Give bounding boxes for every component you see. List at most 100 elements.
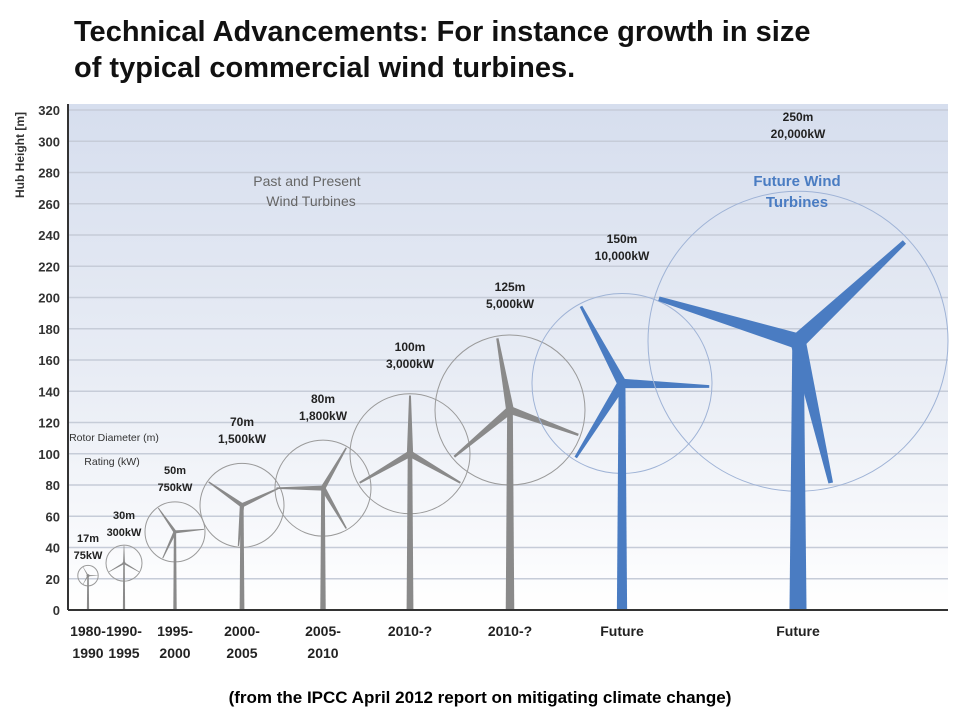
blade — [157, 507, 177, 533]
y-tick-label: 240 — [38, 228, 60, 243]
hub — [406, 450, 414, 457]
blade — [174, 528, 205, 534]
rating-label: 750kW — [158, 482, 193, 494]
period-label: Future — [600, 623, 644, 639]
source-caption: (from the IPCC April 2012 report on miti… — [228, 688, 732, 707]
rating-label: 10,000kW — [595, 249, 650, 263]
tower — [505, 410, 515, 610]
blade — [82, 566, 89, 576]
period-label: 2005 — [226, 645, 257, 661]
blade — [82, 575, 89, 585]
turbine: 70m 1,500kW 2000- 2005 — [199, 415, 285, 661]
rotor-diameter-label: 100m — [395, 340, 426, 354]
blade — [123, 545, 125, 564]
blade — [574, 380, 626, 459]
turbine: 250m 20,000kW Future — [647, 110, 949, 639]
period-label: 2010-? — [488, 623, 532, 639]
rating-label: 75kW — [74, 550, 103, 562]
turbine: 125m 5,000kW 2010-? — [434, 280, 586, 639]
rotor-diameter-label: 30m — [113, 510, 135, 522]
blade — [496, 338, 514, 411]
y-tick-label: 160 — [38, 353, 60, 368]
rating-label: 20,000kW — [771, 127, 826, 141]
group-label-past-1: Past and Present — [253, 173, 361, 189]
y-tick-label: 220 — [38, 259, 60, 274]
blade — [88, 575, 98, 577]
tower — [173, 531, 177, 610]
period-label: 1990 — [72, 645, 103, 661]
legend-label-diameter: Rotor Diameter (m) — [69, 432, 159, 444]
blade — [453, 407, 513, 458]
tower — [86, 575, 90, 610]
period-label: 1980- — [70, 623, 106, 639]
period-label: 1995- — [157, 623, 193, 639]
y-tick-label: 80 — [46, 478, 60, 493]
tower — [789, 341, 807, 610]
period-label: 2010 — [307, 645, 338, 661]
turbine: 150m 10,000kW Future — [531, 232, 713, 639]
y-tick-label: 40 — [46, 541, 60, 556]
title-line-2: of typical commercial wind turbines. — [74, 52, 576, 84]
y-tick-label: 20 — [46, 572, 60, 587]
blade — [359, 451, 412, 484]
period-label: Future — [776, 623, 820, 639]
rotor-diameter-label: 150m — [607, 232, 638, 246]
hub — [173, 530, 177, 534]
turbine: 50m 750kW 1995- 2000 — [144, 465, 206, 661]
hub — [790, 333, 806, 350]
y-tick-label: 320 — [38, 103, 60, 118]
hub — [122, 561, 126, 565]
blade — [162, 531, 177, 559]
title-line-1: Technical Advancements: For instance gro… — [74, 16, 811, 48]
rating-label: 1,800kW — [299, 409, 348, 423]
rotor-diameter-label: 80m — [311, 392, 335, 406]
blade — [658, 296, 801, 349]
rating-label: 300kW — [107, 527, 142, 539]
y-axis-label: Hub Height [m] — [13, 112, 27, 198]
period-label: 1990- — [106, 623, 142, 639]
rating-label: 1,500kW — [218, 432, 267, 446]
y-tick-label: 0 — [53, 603, 60, 618]
rating-label: 3,000kW — [386, 357, 435, 371]
y-tick-label: 100 — [38, 447, 60, 462]
y-tick-label: 200 — [38, 291, 60, 306]
turbine: 100m 3,000kW 2010-? — [349, 340, 471, 639]
blade — [320, 486, 347, 529]
page-title: Technical Advancements: For instance gro… — [74, 14, 810, 86]
blade — [792, 240, 907, 347]
blade — [508, 406, 579, 436]
y-tick-label: 280 — [38, 166, 60, 181]
rotor-diameter-label: 70m — [230, 415, 254, 429]
blade — [208, 481, 244, 508]
hub — [239, 503, 245, 508]
group-label-future-2: Turbines — [766, 194, 828, 211]
hub — [506, 406, 514, 414]
turbine: 30m 300kW 1990- 1995 — [105, 510, 143, 661]
blade — [408, 451, 461, 484]
tower — [320, 488, 326, 610]
blade — [241, 487, 280, 508]
y-tick-label: 260 — [38, 197, 60, 212]
blade — [123, 562, 140, 573]
group-label-future-1: Future Wind — [753, 173, 840, 190]
tower — [616, 383, 628, 610]
hub — [617, 378, 627, 389]
rotor-diameter-label: 50m — [164, 465, 186, 477]
hub — [86, 574, 90, 578]
blade — [621, 378, 710, 389]
blade — [320, 447, 347, 490]
turbine: 80m 1,800kW 2005- 2010 — [274, 392, 372, 661]
y-tick-label: 140 — [38, 384, 60, 399]
blade — [276, 485, 323, 491]
tower — [122, 563, 126, 610]
rotor-diameter-label: 17m — [77, 533, 99, 545]
rotor-diameter-label: 250m — [783, 110, 814, 124]
blade — [790, 339, 834, 484]
period-label: 2005- — [305, 623, 341, 639]
turbine-chart: 17m 75kW 1980- 1990 30m 300kW 1990- 1995 50m 750k… — [13, 103, 949, 661]
blade — [237, 505, 245, 546]
blade — [406, 395, 414, 454]
rotor-diameter-label: 125m — [495, 280, 526, 294]
period-label: 2000 — [159, 645, 190, 661]
blade — [579, 305, 627, 386]
